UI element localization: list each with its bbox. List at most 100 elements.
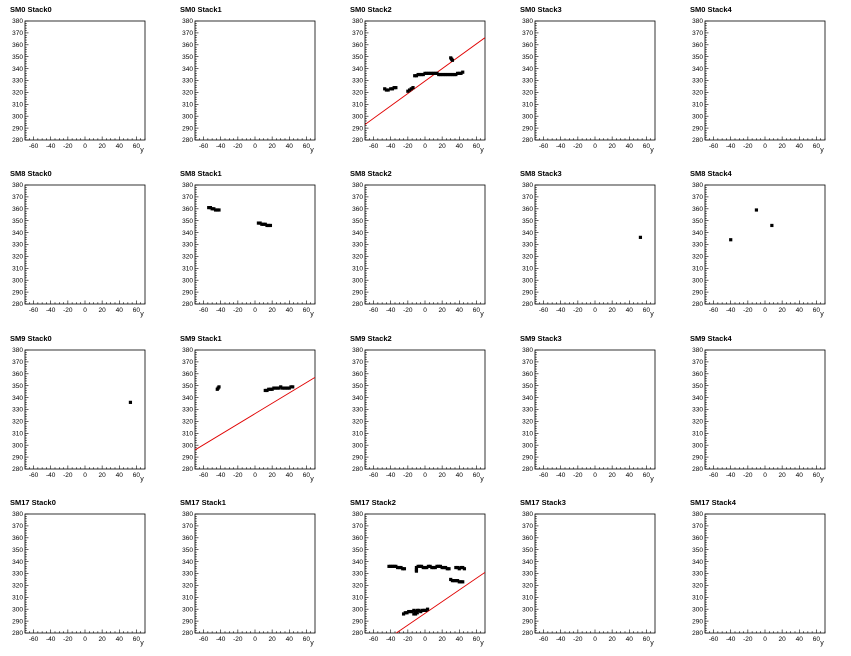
- y-tick-label: 320: [522, 254, 533, 261]
- data-point: [425, 71, 429, 75]
- plot-frame: [24, 20, 146, 141]
- data-point: [431, 565, 436, 570]
- y-tick-label: 330: [352, 78, 363, 85]
- x-tick-label: -20: [403, 307, 413, 314]
- x-tick-label: -20: [233, 636, 243, 643]
- data-point: [416, 564, 420, 568]
- y-tick-label: 380: [182, 511, 193, 518]
- plot-frame: [194, 513, 316, 634]
- data-point: [392, 564, 396, 568]
- data-point: [389, 564, 393, 568]
- y-tick-label: 280: [522, 301, 533, 308]
- y-tick-label: 370: [182, 523, 193, 530]
- data-point: [425, 607, 430, 611]
- x-tick-label: 60: [303, 472, 311, 479]
- data-point: [217, 385, 221, 389]
- data-point: [457, 580, 461, 584]
- data-point: [215, 208, 219, 212]
- data-point: [433, 71, 437, 75]
- x-tick-label: -40: [216, 143, 226, 150]
- x-tick-label: -20: [743, 636, 753, 643]
- y-tick-label: 310: [522, 266, 533, 273]
- x-tick-label: 20: [779, 636, 787, 643]
- panel: SM17 Stack0 280 290 300 310 320 330 340 350 360 37…: [10, 498, 146, 647]
- y-tick-label: 350: [692, 54, 703, 61]
- y-tick-label: 350: [522, 383, 533, 390]
- y-tick-label: 350: [522, 547, 533, 554]
- y-tick-label: 320: [522, 583, 533, 590]
- x-tick-label: 0: [423, 636, 427, 643]
- x-tick-label: 60: [813, 307, 821, 314]
- y-tick-label: 290: [352, 289, 363, 296]
- y-tick-label: 370: [522, 194, 533, 201]
- data-point: [390, 87, 395, 91]
- y-tick-label: 330: [182, 242, 193, 249]
- data-point: [437, 72, 441, 77]
- x-axis-title: y: [820, 147, 824, 154]
- y-tick-label: 340: [692, 559, 703, 566]
- data-point: [428, 71, 432, 75]
- x-tick-label: -60: [369, 143, 379, 150]
- y-tick-label: 330: [182, 407, 193, 414]
- x-tick-label: 20: [609, 307, 617, 314]
- y-tick-label: 310: [182, 102, 193, 109]
- y-tick-label: 330: [692, 242, 703, 249]
- x-tick-label: -20: [403, 636, 413, 643]
- x-tick-label: 0: [593, 636, 597, 643]
- y-tick-label: 350: [182, 383, 193, 390]
- x-tick-label: -20: [403, 472, 413, 479]
- y-tick-label: 380: [182, 347, 193, 354]
- y-tick-label: 330: [522, 78, 533, 85]
- x-tick-label: 40: [626, 307, 634, 314]
- data-point: [450, 58, 455, 62]
- x-tick-label: 20: [269, 636, 277, 643]
- data-point: [273, 386, 278, 390]
- data-point: [454, 72, 458, 77]
- y-tick-label: 320: [692, 583, 703, 590]
- y-tick-label: 320: [352, 254, 363, 261]
- data-point: [454, 565, 458, 570]
- x-tick-label: 0: [763, 636, 767, 643]
- panel-title: SM0 Stack4: [690, 5, 733, 14]
- plot-frame: [24, 513, 146, 634]
- x-tick-label: -20: [573, 636, 583, 643]
- data-point: [212, 207, 216, 211]
- data-point: [461, 580, 465, 584]
- data-point: [449, 72, 453, 77]
- y-tick-label: 380: [692, 182, 703, 189]
- panel-title: SM9 Stack1: [180, 334, 222, 343]
- y-tick-label: 320: [182, 254, 193, 261]
- data-point: [390, 564, 395, 568]
- y-tick-label: 290: [12, 454, 23, 461]
- x-tick-label: 20: [439, 307, 447, 314]
- x-tick-label: 0: [83, 636, 87, 643]
- x-tick-label: 0: [83, 307, 87, 314]
- fit-line: [395, 571, 485, 633]
- y-tick-label: 330: [12, 78, 23, 85]
- data-point: [413, 609, 418, 614]
- y-tick-label: 330: [692, 407, 703, 414]
- y-tick-label: 290: [182, 125, 193, 132]
- y-tick-label: 370: [12, 523, 23, 530]
- y-tick-label: 380: [522, 182, 533, 189]
- y-tick-label: 280: [522, 466, 533, 473]
- y-tick-label: 280: [522, 137, 533, 144]
- x-tick-label: 20: [439, 143, 447, 150]
- plot-frame: [704, 513, 826, 634]
- y-tick-label: 380: [522, 511, 533, 518]
- y-tick-label: 290: [352, 125, 363, 132]
- y-tick-label: 380: [12, 347, 23, 354]
- data-point: [425, 565, 429, 570]
- y-tick-label: 320: [352, 419, 363, 426]
- x-axis-title: y: [480, 476, 484, 483]
- x-tick-label: 40: [456, 143, 464, 150]
- x-axis-title: y: [480, 640, 484, 647]
- y-tick-label: 320: [12, 90, 23, 97]
- data-point: [401, 567, 405, 571]
- x-tick-label: 40: [286, 143, 294, 150]
- x-tick-label: -40: [726, 472, 736, 479]
- data-point: [455, 565, 460, 570]
- x-tick-label: -20: [233, 472, 243, 479]
- data-point: [729, 238, 733, 242]
- y-tick-label: 330: [522, 571, 533, 578]
